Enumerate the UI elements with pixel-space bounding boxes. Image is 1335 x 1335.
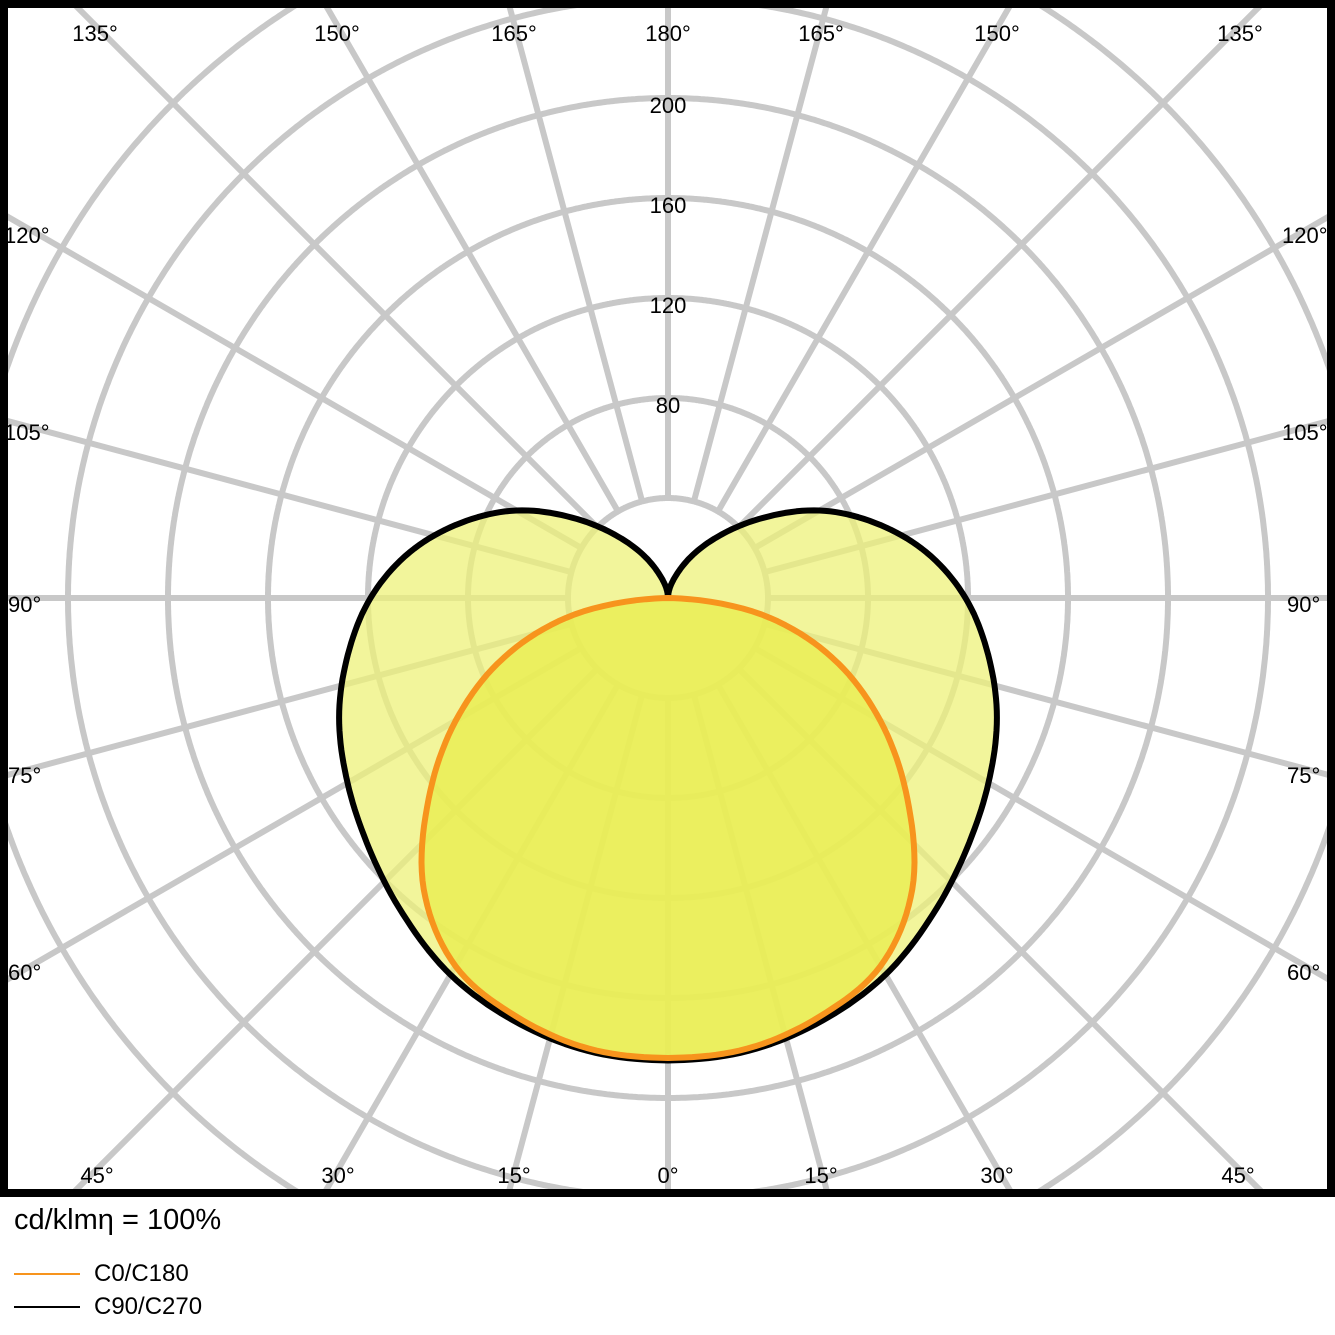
angle-label-bottom: 15° xyxy=(804,1163,837,1188)
grid-spoke xyxy=(2,212,583,551)
grid-ring xyxy=(1,1,1334,1195)
angle-label-bottom: 45° xyxy=(80,1163,113,1188)
radial-tick-label: 200 xyxy=(650,93,687,118)
angle-label-bottom: 30° xyxy=(321,1163,354,1188)
radial-tick-label: 120 xyxy=(650,293,687,318)
legend-label: C0/C180 xyxy=(94,1260,189,1287)
legend-item-c0: C0/C180 xyxy=(14,1260,189,1288)
angle-label-top: 165° xyxy=(491,21,537,46)
c0-fill xyxy=(421,598,915,1058)
angle-label-bottom: 0° xyxy=(657,1163,678,1188)
radial-tick-label: 160 xyxy=(650,193,687,218)
angle-label-bottom: 30° xyxy=(980,1163,1013,1188)
angle-label-top: 180° xyxy=(645,21,691,46)
efficiency-label: cd/klmη = 100% xyxy=(14,1204,222,1236)
angle-label-bottom: 15° xyxy=(497,1163,530,1188)
angle-label-right: 105° xyxy=(1282,420,1328,445)
labels: 135° 150° 165° 180° 165° 150° 135° 120° … xyxy=(4,21,1328,1188)
angle-label-left: 90° xyxy=(8,592,41,617)
legend-item-c90: C90/C270 xyxy=(14,1293,202,1321)
grid-spoke xyxy=(690,3,831,503)
angle-label-left: 60° xyxy=(8,960,41,985)
grid-spoke xyxy=(71,1,600,530)
angle-label-right: 75° xyxy=(1287,763,1320,788)
grid-spoke xyxy=(715,2,1014,513)
legend-swatch-orange xyxy=(14,1273,80,1275)
angle-label-right: 90° xyxy=(1287,592,1320,617)
grid-ring xyxy=(65,1,1271,1196)
radial-tick-label: 80 xyxy=(656,393,680,418)
grid-spoke xyxy=(736,1,1265,530)
angle-label-left: 120° xyxy=(4,223,50,248)
angle-label-top: 135° xyxy=(1217,21,1263,46)
angle-label-left: 105° xyxy=(4,420,50,445)
legend-label: C90/C270 xyxy=(94,1293,203,1320)
angle-label-top: 150° xyxy=(974,21,1020,46)
angle-label-left: 75° xyxy=(8,763,41,788)
grid-spoke xyxy=(505,3,646,503)
curves xyxy=(336,507,1000,1064)
angle-label-top: 150° xyxy=(314,21,360,46)
angle-label-right: 60° xyxy=(1287,960,1320,985)
polar-intensity-chart: 135° 150° 165° 180° 165° 150° 135° 120° … xyxy=(0,0,1335,1197)
angle-label-bottom: 45° xyxy=(1221,1163,1254,1188)
angle-label-top: 135° xyxy=(72,21,118,46)
legend-swatch-black xyxy=(14,1306,80,1308)
c0-c180-curve xyxy=(418,595,918,1061)
chart-frame xyxy=(0,0,1335,1197)
angle-label-top: 165° xyxy=(798,21,844,46)
grid-spoke xyxy=(753,212,1333,551)
grid-spoke xyxy=(322,2,621,513)
angle-label-right: 120° xyxy=(1282,223,1328,248)
